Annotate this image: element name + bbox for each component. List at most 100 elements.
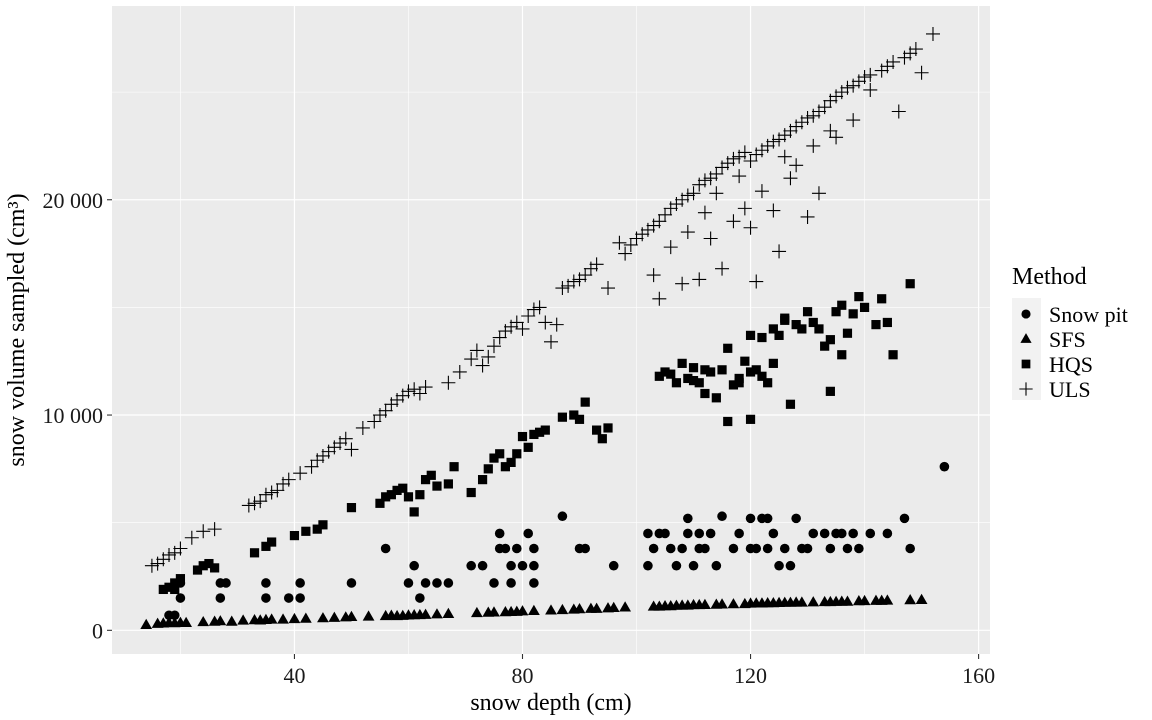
snow-pit-point	[643, 560, 653, 571]
snow-pit-point	[899, 513, 910, 524]
snow-pit-point	[295, 593, 305, 603]
hqs-point	[318, 520, 328, 530]
hqs-point	[409, 507, 419, 517]
hqs-point	[671, 378, 682, 388]
hqs-point	[398, 483, 408, 493]
uls-point	[304, 459, 319, 474]
hqs-point	[529, 429, 539, 440]
snow-pit-point	[489, 578, 499, 588]
uls-point	[612, 235, 627, 250]
uls-point	[743, 154, 758, 169]
hqs-point	[654, 371, 664, 381]
x-tick-label: 120	[734, 663, 767, 688]
uls-point	[703, 231, 718, 246]
uls-point	[840, 80, 855, 95]
sfs-point	[419, 608, 432, 619]
y-axis-title: snow volume sampled (cm³)	[4, 193, 30, 466]
uls-point	[646, 268, 661, 283]
uls-point	[800, 209, 815, 224]
hqs-point	[449, 462, 459, 472]
sfs-point	[807, 596, 820, 607]
hqs-point	[603, 423, 613, 433]
uls-point	[777, 149, 792, 164]
uls-point	[891, 104, 906, 119]
uls-point	[544, 334, 558, 349]
uls-point	[823, 123, 838, 138]
hqs-point	[717, 365, 727, 375]
snow-pit-point	[905, 543, 915, 554]
sfs-point	[345, 610, 358, 622]
hqs-point	[420, 475, 431, 485]
plot-panel	[112, 6, 990, 654]
snow-pit-point	[261, 578, 271, 588]
series-hqs	[158, 279, 915, 595]
snow-pit-point	[221, 578, 231, 588]
snow-pit-point	[825, 543, 836, 554]
uls-point	[846, 113, 861, 128]
hqs-point	[700, 365, 710, 375]
legend-key-sfs	[1020, 333, 1032, 343]
hqs-point	[392, 485, 402, 495]
snow-pit-point	[506, 578, 516, 588]
hqs-point	[426, 470, 436, 480]
uls-point	[293, 466, 308, 481]
uls-point	[737, 145, 752, 160]
snow-pit-point	[517, 560, 528, 571]
sfs-point	[516, 605, 529, 616]
uls-point	[663, 240, 678, 255]
uls-point	[338, 431, 353, 446]
uls-point	[549, 317, 564, 332]
hqs-point	[688, 375, 699, 386]
snow-pit-point	[768, 528, 779, 539]
uls-point	[492, 330, 507, 345]
x-axis-ticks: 40 80 120 160	[283, 654, 995, 688]
snow-pit-point	[420, 578, 431, 588]
hqs-point	[808, 317, 818, 328]
sfs-point	[442, 607, 455, 618]
hqs-point	[386, 490, 396, 500]
snow-pit-point	[415, 593, 425, 603]
uls-point	[247, 496, 262, 511]
hqs-point	[489, 453, 499, 463]
uls-point	[692, 272, 707, 287]
snow-pit-point	[779, 543, 790, 554]
legend-label-sfs: SFS	[1049, 327, 1086, 352]
uls-point	[589, 257, 604, 272]
uls-point	[863, 67, 878, 82]
snow-pit-point	[819, 528, 830, 539]
snow-pit-point	[694, 528, 705, 539]
sfs-point	[881, 594, 894, 605]
uls-point	[925, 26, 940, 41]
hqs-point	[164, 582, 174, 592]
data-points	[140, 26, 950, 629]
snow-pit-point	[215, 593, 226, 603]
uls-point	[732, 169, 747, 184]
hqs-point	[375, 498, 385, 508]
sfs-point	[795, 596, 808, 607]
snow-pit-point	[557, 511, 568, 522]
hqs-point	[597, 434, 607, 444]
uls-point	[475, 358, 490, 373]
snow-pit-point	[511, 543, 522, 554]
snow-pit-point	[477, 560, 488, 571]
hqs-point	[706, 367, 716, 377]
hqs-point	[666, 369, 676, 379]
hqs-point	[466, 487, 476, 498]
hqs-point	[837, 350, 847, 360]
hqs-point	[711, 393, 721, 403]
hqs-point	[660, 367, 670, 377]
uls-point	[743, 220, 758, 235]
uls-point	[914, 65, 929, 80]
hqs-point	[512, 449, 522, 459]
snow-pit-point	[774, 560, 784, 571]
uls-point	[709, 186, 724, 201]
uls-point	[857, 70, 872, 85]
hqs-point	[477, 475, 488, 485]
sfs-point	[140, 618, 153, 629]
snow-pit-point	[494, 528, 505, 539]
hqs-point	[723, 416, 733, 427]
uls-point	[817, 100, 832, 115]
hqs-point	[500, 462, 510, 472]
hqs-point	[859, 302, 870, 312]
hqs-point	[728, 380, 739, 390]
